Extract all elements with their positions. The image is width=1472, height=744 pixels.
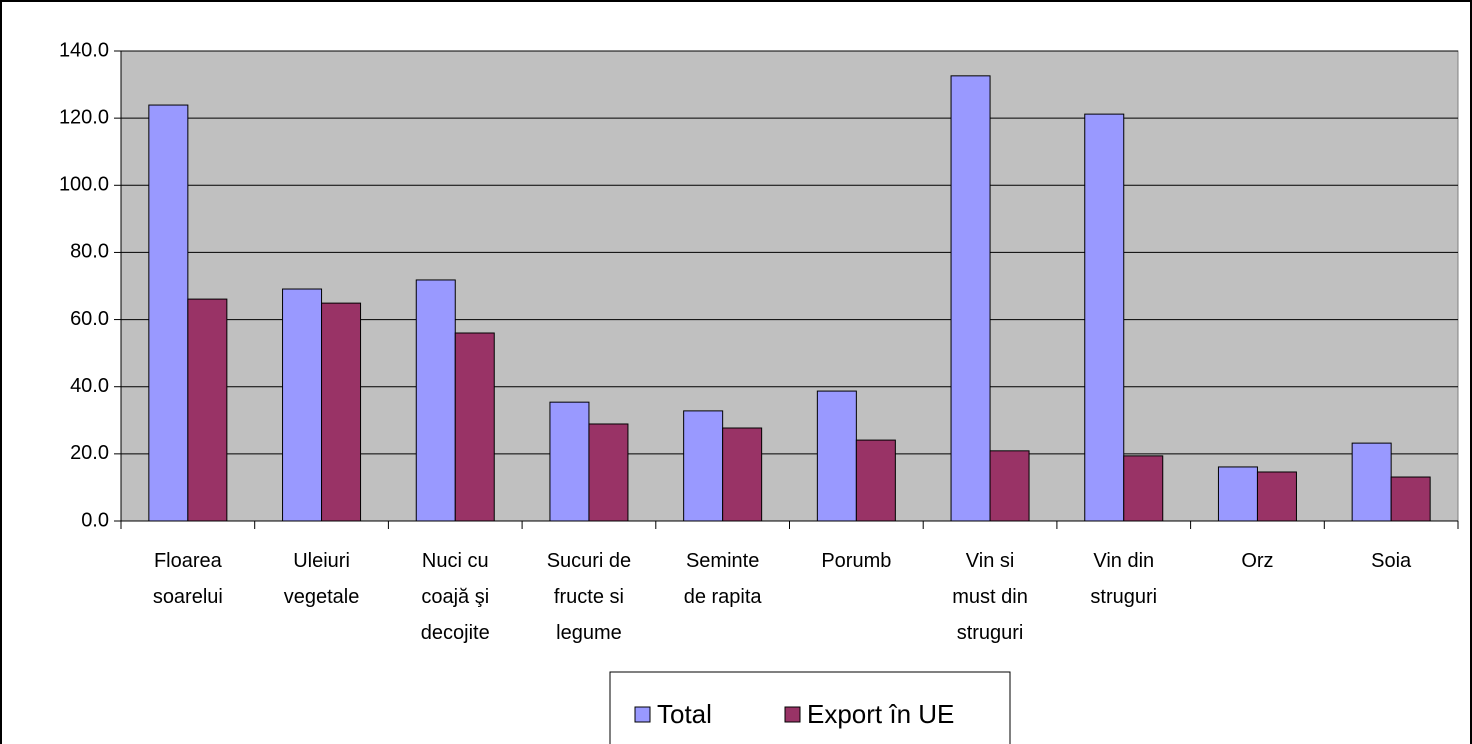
- bar: [1390, 476, 1431, 522]
- legend-label: Total: [657, 699, 712, 729]
- legend-swatch: [784, 706, 801, 723]
- bar: [1123, 455, 1164, 522]
- bar: [950, 75, 991, 522]
- y-tick-label: 60.0: [70, 308, 109, 330]
- legend-swatch: [634, 706, 651, 723]
- y-tick-label: 80.0: [70, 241, 109, 263]
- bar: [454, 332, 495, 522]
- x-tick-label: Uleiuri vegetale: [283, 550, 360, 608]
- bar: [415, 279, 456, 522]
- y-tick-label: 140.0: [59, 39, 109, 61]
- x-tick-label: Sucuri de fructe si legume: [546, 550, 632, 644]
- y-tick-label: 120.0: [59, 106, 109, 128]
- y-tick-label: 0.0: [81, 509, 109, 531]
- x-tick-label: Vin si must din struguri: [952, 550, 1028, 644]
- bar: [282, 288, 323, 522]
- bar: [683, 410, 724, 522]
- x-tick-label: Nuci cu coajă şi decojite: [420, 550, 490, 644]
- bar: [1217, 466, 1258, 522]
- x-tick-label: Floarea soarelui: [152, 550, 223, 608]
- x-tick-label: Porumb: [821, 550, 892, 572]
- bar: [989, 450, 1030, 522]
- bar: [1351, 442, 1392, 522]
- x-tick-label: Seminte de rapita: [683, 550, 762, 608]
- bar: [816, 390, 857, 522]
- x-tick-label: Vin din struguri: [1090, 550, 1158, 608]
- x-tick-label: Soia: [1371, 550, 1412, 572]
- legend-label: Export în UE: [807, 699, 954, 729]
- x-tick-label: Orz: [1241, 550, 1274, 572]
- bar: [549, 401, 590, 522]
- bar: [1084, 113, 1125, 522]
- y-tick-label: 100.0: [59, 174, 109, 196]
- legend: [609, 671, 1011, 744]
- bar: [722, 427, 763, 522]
- bar: [1256, 471, 1297, 522]
- y-tick-label: 40.0: [70, 375, 109, 397]
- bar: [187, 298, 228, 522]
- y-tick-label: 20.0: [70, 442, 109, 464]
- bar: [148, 104, 189, 522]
- bar: [321, 302, 362, 522]
- bar: [855, 439, 896, 522]
- bar: [588, 423, 629, 522]
